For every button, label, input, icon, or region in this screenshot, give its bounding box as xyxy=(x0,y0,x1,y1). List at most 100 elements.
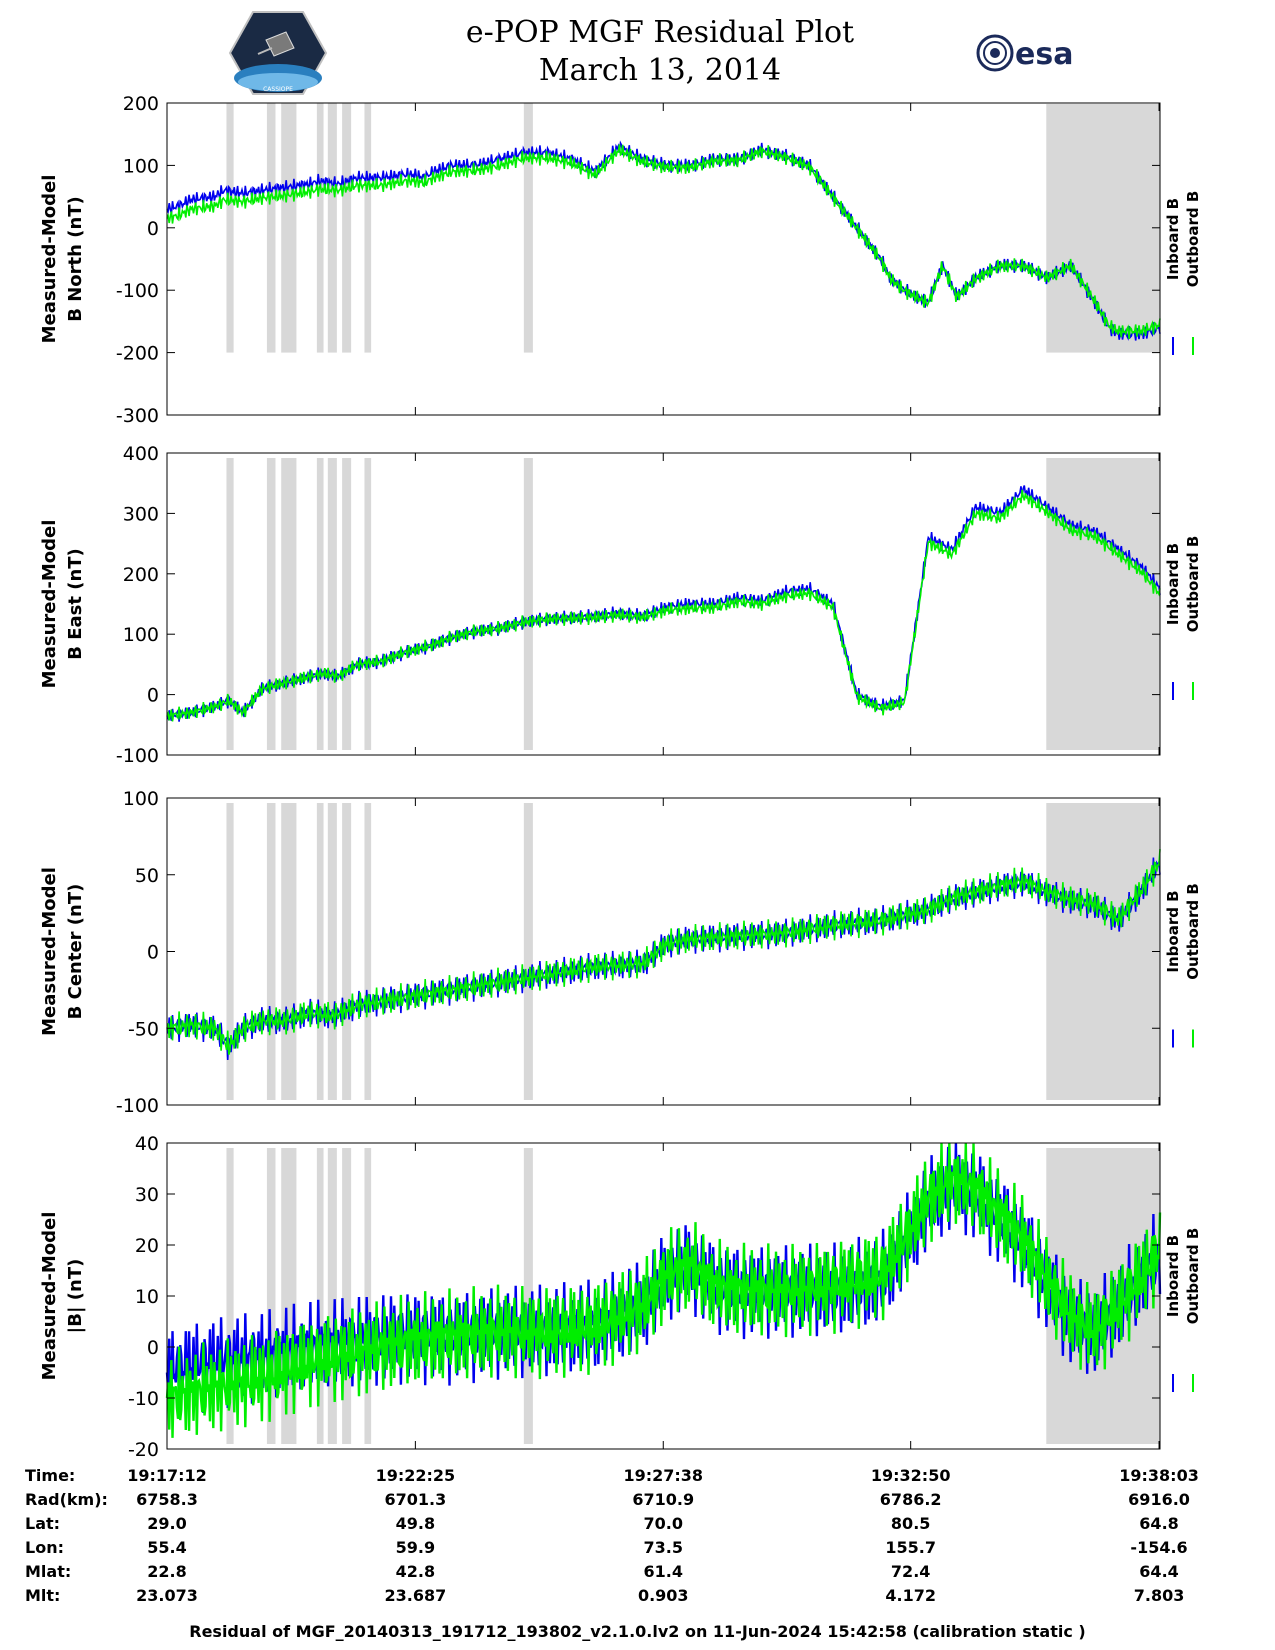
y-tick-label: 50 xyxy=(135,865,159,887)
shaded-interval xyxy=(1046,803,1160,1100)
ephemeris-value: 6758.3 xyxy=(136,1490,198,1509)
series-line-inboard xyxy=(166,140,1161,341)
ephemeris-value: 49.8 xyxy=(395,1514,436,1533)
y-tick-label: 200 xyxy=(123,93,159,115)
legend-label: Outboard B xyxy=(1184,883,1202,980)
ephemeris-row: Rad(km): 6758.3 6701.3 6710.9 6786.2 6916.0 xyxy=(0,1490,1275,1514)
shaded-interval xyxy=(327,103,337,353)
ephemeris-value: 55.4 xyxy=(147,1538,187,1557)
ephemeris-value: 61.4 xyxy=(643,1562,683,1581)
chart-panel-2: 400 300 200 100 0 -100 Measured-Model B East (n… xyxy=(39,443,1202,767)
shaded-interval xyxy=(316,458,324,750)
ephemeris-table: Time: 19:17:12 19:22:25 19:27:38 19:32:50 19:… xyxy=(0,1466,1275,1616)
esa-logo-text: esa xyxy=(1015,37,1073,72)
ephemeris-value: 0.903 xyxy=(637,1586,689,1605)
y-axis-label: |B| (nT) xyxy=(65,1259,86,1334)
ephemeris-value: 29.0 xyxy=(147,1514,187,1533)
ephemeris-label: Time: xyxy=(25,1466,76,1485)
ephemeris-value: 70.0 xyxy=(643,1514,683,1533)
shaded-interval xyxy=(342,103,352,353)
y-tick-label: 100 xyxy=(123,788,159,810)
ephemeris-row: Time: 19:17:12 19:22:25 19:27:38 19:32:50 19:… xyxy=(0,1466,1275,1490)
ephemeris-value: 23.687 xyxy=(384,1586,447,1605)
y-tick-label: 0 xyxy=(147,218,159,240)
ephemeris-value: 6786.2 xyxy=(879,1490,942,1509)
legend-label: Inboard B xyxy=(1164,198,1182,280)
ephemeris-value: -154.6 xyxy=(1130,1538,1188,1557)
ephemeris-value: 64.4 xyxy=(1139,1562,1179,1581)
shaded-interval xyxy=(523,458,533,750)
y-axis-label: Measured-Model xyxy=(39,867,60,1036)
plot-frame xyxy=(166,102,1161,416)
mission-logo: CASSIOPE xyxy=(228,11,328,95)
shaded-interval xyxy=(266,103,276,353)
shaded-interval xyxy=(364,103,372,353)
series-line-inboard xyxy=(166,485,1161,722)
ephemeris-value: 59.9 xyxy=(395,1538,436,1557)
plot-title-line2: March 13, 2014 xyxy=(538,53,782,88)
shaded-interval xyxy=(226,458,234,750)
y-axis-label: B North (nT) xyxy=(65,196,86,322)
shaded-interval xyxy=(327,803,337,1100)
series-line-outboard xyxy=(166,489,1161,722)
ephemeris-row: Lat: 29.0 49.8 70.0 80.5 64.8 xyxy=(0,1514,1275,1538)
ephemeris-value: 6710.9 xyxy=(632,1490,695,1509)
y-tick-label: -300 xyxy=(116,405,159,427)
y-tick-label: -10 xyxy=(128,1388,159,1410)
ephemeris-value: 6701.3 xyxy=(384,1490,447,1509)
ephemeris-value: 7.803 xyxy=(1133,1586,1185,1605)
legend-label: Outboard B xyxy=(1184,1228,1202,1325)
y-tick-label: -20 xyxy=(128,1439,159,1461)
ephemeris-value: 155.7 xyxy=(885,1538,936,1557)
y-axis-label: B Center (nT) xyxy=(65,884,86,1020)
y-tick-label: 300 xyxy=(123,503,159,525)
shaded-interval xyxy=(281,103,297,353)
shaded-interval xyxy=(342,1148,352,1444)
shaded-interval xyxy=(364,458,372,750)
y-tick-label: 100 xyxy=(123,624,159,646)
ephemeris-row: Mlt: 23.073 23.687 0.903 4.172 7.803 xyxy=(0,1586,1275,1610)
chart-panel-4: 40 30 20 10 0 -10 -20 Measured-Model |B| (nT) Inb… xyxy=(39,1133,1202,1461)
shaded-interval xyxy=(364,803,372,1100)
y-axis-label: Measured-Model xyxy=(39,1212,60,1381)
shaded-interval xyxy=(316,803,324,1100)
legend-label: Outboard B xyxy=(1184,191,1202,288)
ephemeris-value: 19:32:50 xyxy=(870,1466,951,1485)
shaded-interval xyxy=(327,458,337,750)
shaded-interval xyxy=(364,1148,372,1444)
shaded-interval xyxy=(1046,104,1160,353)
y-tick-label: 0 xyxy=(147,1337,159,1359)
chart-panel-1: 200 100 0 -100 -200 -300 Measured-Model B North… xyxy=(39,93,1202,427)
ephemeris-value: 4.172 xyxy=(885,1586,936,1605)
ephemeris-row: Mlat: 22.8 42.8 61.4 72.4 64.4 xyxy=(0,1562,1275,1586)
plot-frame xyxy=(166,452,1161,756)
ephemeris-value: 22.8 xyxy=(147,1562,187,1581)
y-tick-label: 0 xyxy=(147,942,159,964)
shaded-interval xyxy=(266,458,276,750)
ephemeris-value: 73.5 xyxy=(643,1538,683,1557)
series-line-inboard xyxy=(166,857,1161,1060)
ephemeris-value: 19:27:38 xyxy=(623,1466,704,1485)
ephemeris-label: Mlt: xyxy=(25,1586,61,1605)
ephemeris-value: 19:22:25 xyxy=(375,1466,456,1485)
ephemeris-label: Mlat: xyxy=(25,1562,72,1581)
ephemeris-value: 80.5 xyxy=(890,1514,931,1533)
ephemeris-label: Rad(km): xyxy=(25,1490,108,1509)
legend-label: Outboard B xyxy=(1184,536,1202,633)
plot-title: e-POP MGF Residual Plot March 13, 2014 xyxy=(340,14,980,90)
shaded-interval xyxy=(226,1148,234,1444)
y-tick-label: 20 xyxy=(135,1235,159,1257)
y-axis-label: Measured-Model xyxy=(39,520,60,689)
legend-label: Inboard B xyxy=(1164,543,1182,625)
shaded-interval xyxy=(523,1148,533,1444)
ephemeris-value: 6916.0 xyxy=(1128,1490,1190,1509)
shaded-interval xyxy=(1046,458,1160,750)
shaded-interval xyxy=(226,803,234,1100)
shaded-interval xyxy=(316,1148,324,1444)
y-tick-label: -100 xyxy=(116,1095,159,1117)
shaded-interval xyxy=(523,803,533,1100)
y-tick-label: -50 xyxy=(128,1018,159,1040)
series-line-outboard xyxy=(166,849,1161,1055)
footer-caption: Residual of MGF_20140313_191712_193802_v… xyxy=(189,1622,1086,1641)
